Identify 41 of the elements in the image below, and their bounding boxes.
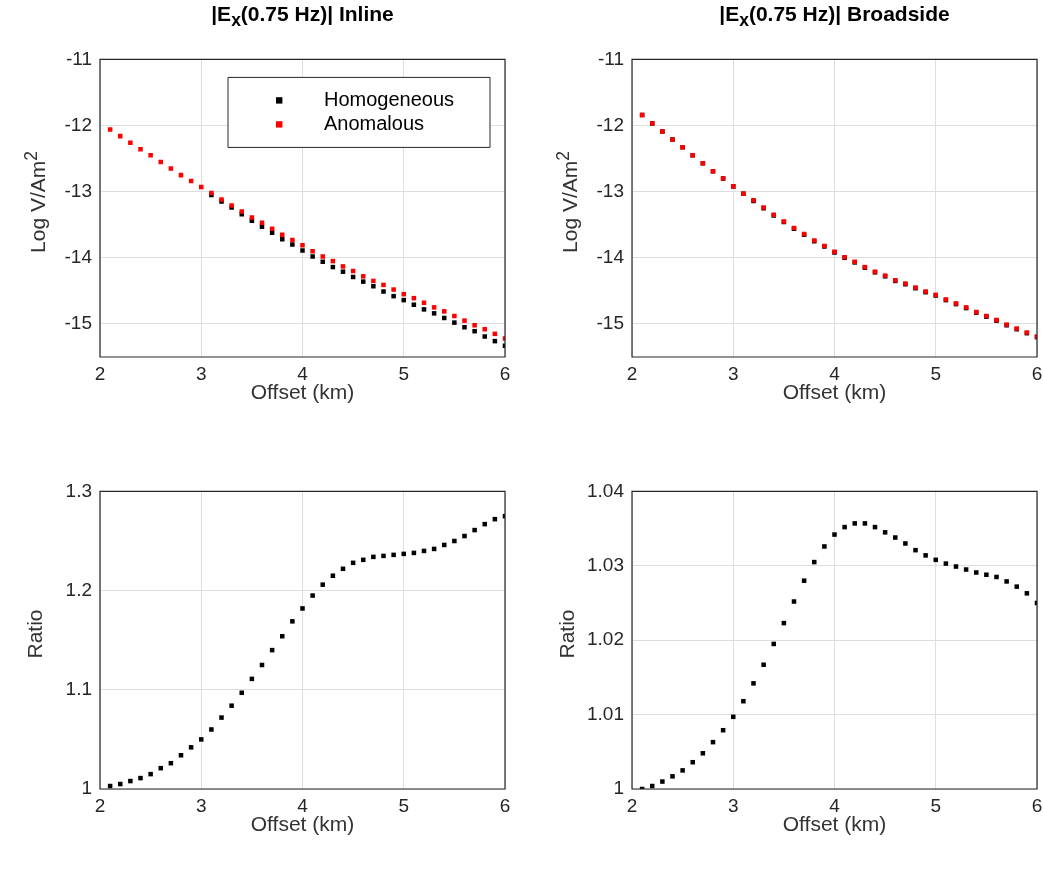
x-tick-label: 5 (930, 794, 942, 816)
chart-title: |E$_{x}$(0.75 Hz)| Inline (210, 2, 395, 32)
y-tick-label: 1 (81, 777, 92, 799)
y-tick-label: 1 (613, 777, 624, 799)
y-axis-title: Ratio (23, 609, 47, 659)
legend-label: Homogeneous (324, 87, 455, 110)
y-tick-label: -15 (64, 312, 92, 334)
x-tick-label: 3 (195, 362, 207, 384)
y-tick-label: 1.03 (587, 554, 624, 576)
y-tick-label: -12 (596, 113, 624, 135)
x-tick-label: 3 (727, 362, 739, 384)
x-tick-label: 2 (626, 794, 638, 816)
x-tick-label: 6 (499, 794, 511, 816)
x-tick-label: 5 (398, 362, 410, 384)
y-tick-label: -11 (597, 47, 624, 69)
chart-title: |E$_{x}$(0.75 Hz)| Broadside (718, 2, 951, 32)
x-tick-label: 5 (398, 794, 410, 816)
x-tick-label: 6 (1031, 362, 1043, 384)
x-tick-label: 2 (94, 794, 106, 816)
y-tick-label: -13 (596, 179, 624, 201)
y-tick-label: 1.2 (65, 578, 92, 600)
y-tick-label: 1.01 (587, 702, 624, 724)
y-tick-label: 1.1 (65, 678, 92, 700)
x-tick-label: 3 (195, 794, 207, 816)
y-tick-label: -12 (64, 113, 92, 135)
y-tick-label: -14 (64, 246, 93, 268)
y-tick-label: -13 (64, 179, 92, 201)
x-tick-label: 3 (727, 794, 739, 816)
x-tick-label: 2 (626, 362, 638, 384)
y-tick-label: -14 (596, 246, 625, 268)
legend-label: Anomalous (324, 111, 425, 134)
y-tick-label: 1.3 (65, 479, 92, 501)
y-tick-label: 1.02 (587, 628, 624, 650)
y-tick-label: 1.04 (587, 479, 625, 501)
x-tick-label: 6 (1031, 794, 1043, 816)
y-axis-title: Ratio (555, 609, 579, 659)
x-tick-label: 5 (930, 362, 942, 384)
y-tick-label: -15 (596, 312, 624, 334)
y-tick-label: -11 (65, 47, 92, 69)
x-tick-label: 2 (94, 362, 106, 384)
x-tick-label: 6 (499, 362, 511, 384)
